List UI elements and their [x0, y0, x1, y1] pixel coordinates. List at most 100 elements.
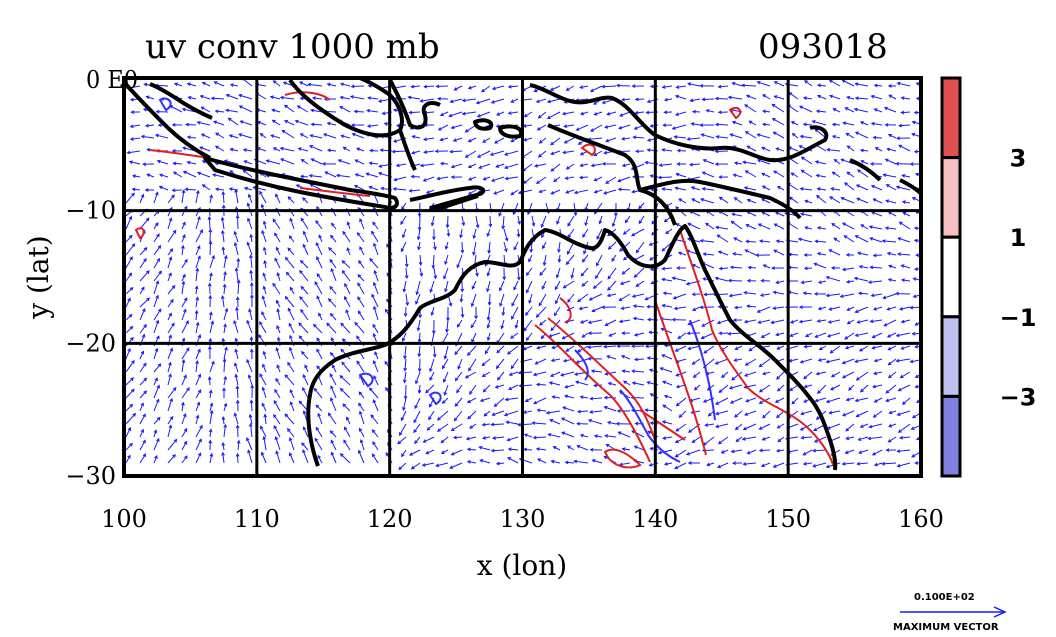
wind-vector [246, 320, 253, 334]
wind-vector-head [456, 323, 461, 328]
wind-vector-head [484, 350, 489, 355]
wind-vector [187, 83, 197, 87]
wind-vector-head [508, 372, 513, 376]
wind-vector [127, 150, 141, 154]
wind-vector [289, 452, 295, 464]
wind-vector-head [817, 306, 822, 311]
wind-vector [112, 426, 119, 437]
wind-vector [815, 240, 827, 243]
wind-vector-head [511, 315, 515, 320]
wind-vector-head [686, 331, 691, 336]
wind-vector [746, 224, 757, 230]
wind-vector [800, 188, 813, 191]
wind-vector-head [540, 335, 545, 340]
wind-vector-head [459, 234, 463, 239]
wind-vector-head [209, 272, 213, 277]
wind-vector [372, 453, 379, 464]
wind-vector [181, 402, 184, 412]
wind-vector [510, 189, 519, 196]
wind-vector-head [154, 347, 159, 352]
wind-vector [153, 455, 158, 464]
wind-vector [356, 361, 365, 373]
wind-vector [195, 389, 202, 399]
wind-vector [564, 124, 575, 127]
wind-vector [574, 189, 589, 194]
wind-vector-head [872, 253, 877, 258]
wind-vector [717, 234, 729, 243]
wind-vector-head [687, 321, 692, 326]
wind-vector-head [280, 158, 285, 162]
wind-vector [153, 320, 159, 334]
wind-vector-head [143, 377, 148, 382]
wind-vector [125, 443, 133, 451]
wind-vector-head [690, 122, 695, 126]
wind-vector-head [298, 322, 303, 327]
wind-vector [288, 323, 295, 334]
wind-vector-head [154, 454, 158, 459]
wind-vector [912, 412, 921, 419]
wind-vector-head [760, 146, 765, 151]
wind-vector-head [372, 323, 376, 328]
wind-vector-head [803, 266, 808, 271]
wind-vector-head [789, 320, 794, 324]
wind-vector [262, 296, 267, 308]
wind-vector [804, 384, 813, 388]
wind-vector [480, 459, 491, 464]
positive-contour [559, 297, 572, 323]
wind-vector [275, 436, 281, 451]
wind-vector [328, 298, 337, 308]
wind-vector [496, 163, 505, 168]
wind-vector-head [329, 373, 334, 378]
wind-vector [478, 163, 491, 169]
wind-vector [901, 279, 911, 282]
wind-vector-head [481, 422, 486, 427]
wind-vector-head [587, 418, 592, 423]
wind-vector-head [523, 433, 528, 438]
wind-vector [901, 345, 911, 350]
wind-vector-head [898, 123, 903, 128]
wind-vector-head [132, 412, 137, 417]
wind-vector-head [507, 111, 512, 115]
wind-vector-head [701, 323, 706, 327]
wind-vector [762, 185, 771, 191]
wind-vector-head [841, 267, 846, 272]
wind-vector [842, 358, 855, 364]
wind-vector-head [140, 402, 144, 407]
wind-vector [167, 248, 173, 256]
wind-vector [716, 136, 729, 139]
wind-vector-head [773, 249, 778, 253]
wind-vector-head [377, 171, 382, 176]
wind-vector-head [758, 426, 763, 430]
wind-vector [562, 111, 575, 115]
wind-vector [153, 438, 160, 451]
x-tick-label: 120 [367, 505, 413, 533]
wind-vector-head [329, 312, 334, 317]
wind-vector-head [214, 145, 219, 150]
wind-vector [885, 227, 897, 230]
wind-vector-head [433, 246, 437, 251]
wind-vector [873, 254, 883, 257]
wind-vector [591, 163, 603, 167]
wind-vector-head [400, 221, 404, 225]
wind-vector [857, 252, 869, 256]
wind-vector [454, 397, 463, 407]
wind-vector-head [911, 454, 916, 458]
wind-vector [585, 202, 589, 211]
wind-vector-head [479, 459, 484, 463]
wind-vector [260, 426, 267, 438]
wind-vector [250, 234, 253, 243]
wind-vector-head [368, 161, 373, 166]
wind-vector-head [603, 191, 608, 195]
wind-vector-head [298, 81, 303, 85]
wind-vector-head [372, 332, 377, 337]
wind-vector-head [649, 84, 654, 89]
wind-vector-head [573, 372, 579, 376]
wind-vector [125, 256, 133, 269]
wind-vector-head [330, 267, 335, 272]
wind-vector-head [619, 248, 623, 252]
wind-vector [487, 267, 491, 276]
wind-vector-head [632, 135, 637, 140]
wind-vector-head [238, 93, 243, 98]
wind-vector-head [279, 146, 284, 151]
wind-vector [289, 437, 295, 451]
